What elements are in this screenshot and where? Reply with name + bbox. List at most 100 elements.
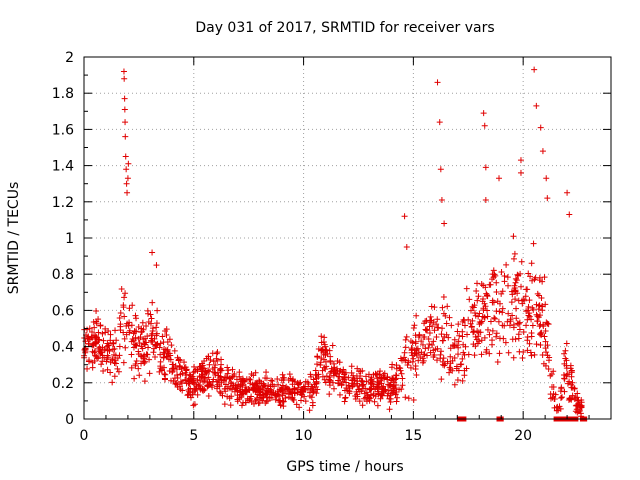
data-point (529, 277, 536, 284)
data-point (456, 332, 463, 339)
data-point (524, 347, 531, 354)
data-point (227, 402, 234, 409)
data-point (190, 379, 197, 386)
data-point (139, 328, 146, 335)
data-point (135, 351, 142, 358)
data-point (566, 211, 573, 218)
data-point (481, 300, 488, 307)
data-point (536, 277, 543, 284)
data-point (380, 383, 387, 390)
data-point (338, 382, 345, 389)
data-point (341, 370, 348, 377)
data-point (202, 368, 209, 375)
data-point (280, 398, 287, 405)
data-point (409, 346, 416, 353)
data-point (172, 362, 179, 369)
data-point (499, 288, 506, 295)
data-point (402, 394, 409, 401)
data-point (125, 160, 132, 167)
data-point (519, 355, 526, 362)
data-point (141, 360, 148, 367)
data-point (124, 175, 131, 182)
data-point (253, 396, 260, 403)
y-tick-label: 0.4 (52, 340, 74, 356)
data-point (435, 324, 442, 331)
data-point (290, 396, 297, 403)
data-point (496, 300, 503, 307)
data-point (470, 329, 477, 336)
data-point (91, 324, 98, 331)
data-point (478, 351, 485, 358)
data-point (182, 369, 189, 376)
data-point (359, 385, 366, 392)
data-point (181, 359, 188, 366)
data-point (434, 357, 441, 364)
data-point (528, 352, 535, 359)
data-point (236, 369, 243, 376)
data-point (205, 393, 212, 400)
data-point (484, 293, 491, 300)
data-point (430, 347, 437, 354)
data-point (219, 392, 226, 399)
data-point (265, 397, 272, 404)
data-point (322, 379, 329, 386)
data-point (132, 312, 139, 319)
data-point (218, 379, 225, 386)
data-point (548, 383, 555, 390)
data-point (236, 395, 243, 402)
data-point (139, 319, 146, 326)
data-point (426, 341, 433, 348)
data-point (511, 250, 518, 257)
data-point (474, 280, 481, 287)
data-point (128, 351, 135, 358)
data-point (575, 397, 582, 404)
data-point (111, 373, 118, 380)
data-point (386, 395, 393, 402)
data-point (535, 314, 542, 321)
data-point (330, 366, 337, 373)
data-point (563, 357, 570, 364)
data-point (459, 333, 466, 340)
data-point (447, 345, 454, 352)
data-point (82, 348, 89, 355)
data-point (356, 375, 363, 382)
data-point (526, 297, 533, 304)
data-point (255, 400, 262, 407)
data-point (99, 352, 106, 359)
data-point (335, 373, 342, 380)
data-point (430, 319, 437, 326)
data-point (302, 398, 309, 405)
data-point (336, 391, 343, 398)
data-point (413, 312, 420, 319)
data-point (238, 402, 245, 409)
data-point (486, 281, 493, 288)
data-point (197, 363, 204, 370)
data-point (256, 377, 263, 384)
data-point (426, 317, 433, 324)
data-point (433, 334, 440, 341)
data-point (310, 388, 317, 395)
data-point (480, 282, 487, 289)
data-point (526, 340, 533, 347)
data-point (384, 392, 391, 399)
data-point (326, 382, 333, 389)
data-point (161, 371, 168, 378)
data-point (90, 341, 97, 348)
data-point (269, 377, 276, 384)
x-tick-label: 5 (189, 428, 198, 444)
data-point (95, 329, 102, 336)
data-point (102, 325, 109, 332)
data-point (374, 402, 381, 409)
data-point (204, 383, 211, 390)
data-point (327, 369, 334, 376)
x-tick-label: 20 (514, 428, 532, 444)
data-point (409, 339, 416, 346)
data-point (133, 357, 140, 364)
data-point (462, 343, 469, 350)
data-point (329, 342, 336, 349)
data-point (197, 377, 204, 384)
data-point (221, 401, 228, 408)
data-point (326, 347, 333, 354)
data-point (425, 336, 432, 343)
data-point (313, 390, 320, 397)
